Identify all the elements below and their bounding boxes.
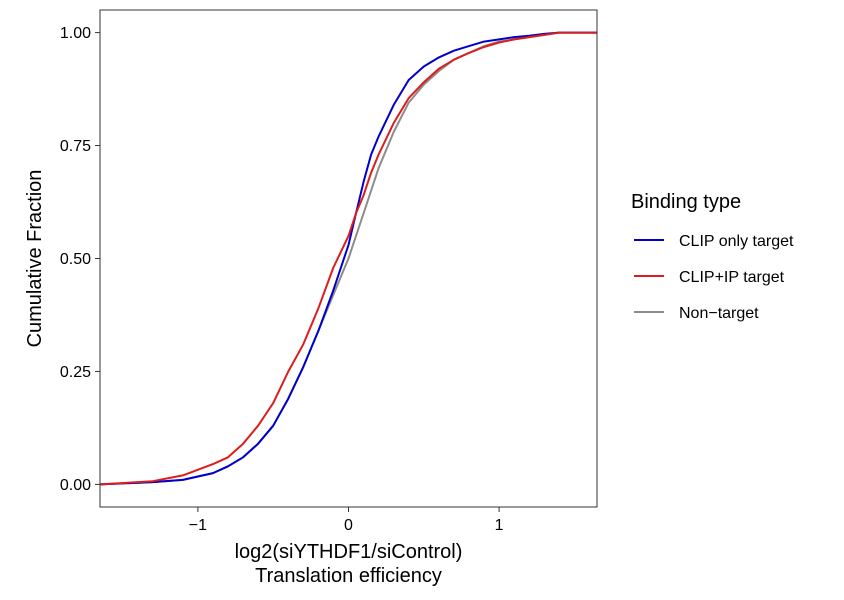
- plot-area: [99, 31, 597, 486]
- legend-label-clip-ip-target: CLIP+IP target: [679, 269, 785, 286]
- x-axis-title: log2(siYTHDF1/siControl): [235, 541, 463, 563]
- y-tick-label: 0.00: [60, 477, 91, 494]
- y-tick-label: 1.00: [60, 25, 91, 42]
- y-tick-label: 0.75: [60, 138, 91, 155]
- x-tick-label: 1: [495, 517, 504, 534]
- series-line-non-target: [99, 31, 597, 486]
- series-line-clip-only-target: [99, 31, 597, 486]
- x-axis-subtitle: Translation efficiency: [255, 565, 442, 587]
- legend: Binding type CLIP only target CLIP+IP tar…: [631, 191, 794, 322]
- y-axis-title: Cumulative Fraction: [24, 170, 46, 348]
- axes: 0.00 0.25 0.50 0.75 1.00 −1 0 1: [60, 9, 598, 534]
- y-tick-label: 0.50: [60, 251, 91, 268]
- series-line-clip-ip-target: [99, 31, 597, 486]
- legend-label-non-target: Non−target: [679, 305, 759, 322]
- legend-label-clip-only-target: CLIP only target: [679, 233, 794, 250]
- x-tick-label: −1: [189, 517, 207, 534]
- legend-title: Binding type: [631, 191, 741, 213]
- y-tick-label: 0.25: [60, 364, 91, 381]
- x-tick-label: 0: [344, 517, 353, 534]
